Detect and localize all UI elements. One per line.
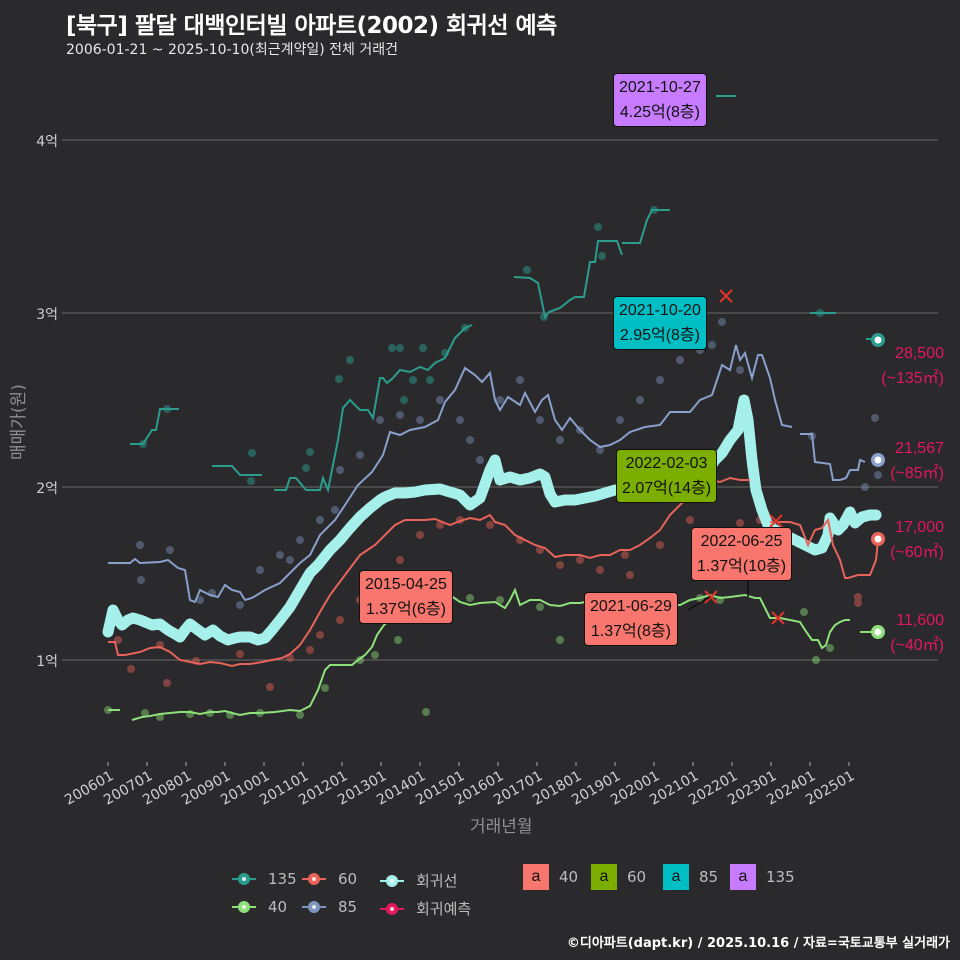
label-swatch-icon: a [663,864,689,890]
annotation-price: 2.07억(14층) [622,480,712,497]
line-135 [130,95,878,494]
annotation-40-2022: 2022-06-25 1.37억(10층) [691,527,793,581]
end-value: 28,500 [895,345,944,362]
forecast-markers [704,289,785,625]
legend-item-40: 40 [232,898,287,916]
line-60 [108,476,750,668]
legend-label: 135 [766,868,795,886]
annotation-date: 2022-02-03 [625,455,708,472]
y-tick-3: 3억 [36,307,58,323]
end-label-135: 28,500 (~135㎡) [874,341,944,391]
end-label-85: 21,567 (~85㎡) [874,436,944,486]
line-marker-icon [302,900,326,914]
annotation-price: 2.95억(8층) [619,327,700,344]
annotation-price: 1.37억(6층) [365,601,446,618]
label-swatch-icon: a [730,864,756,890]
end-value: 21,567 [895,440,944,457]
annotation-connectors [687,578,749,611]
legend-box-135: a 135 [730,864,795,890]
annotation-date: 2021-06-29 [590,598,672,615]
scatter-85 [136,318,882,609]
line-marker-icon [380,902,404,916]
label-swatch-icon: a [523,864,549,890]
annotation-40-2021: 2021-06-29 1.37억(8층) [584,592,678,646]
annotation-date: 2022-06-25 [700,533,783,550]
label-swatch-icon: a [591,864,617,890]
scatter-135 [139,206,824,485]
line-marker-icon [232,872,256,886]
legend-label: 60 [338,870,358,888]
legend-label: 85 [699,868,719,886]
footer-credit: ©디아파트(dapt.kr) / 2025.10.16 / 자료=국토교통부 실… [566,936,950,951]
end-label-40: 11,600 (~40㎡) [874,608,944,658]
legend-box-85: a 85 [663,864,718,890]
chart-title: [북구] 팔달 대백인터빌 아파트(2002) 회귀선 예측 [66,13,557,39]
end-size: (~135㎡) [881,370,944,387]
legend-item-regression: 회귀선 [380,870,457,891]
y-axis-label: 매매가(원) [9,384,29,460]
annotation-max-135: 2021-10-27 4.25억(8층) [613,73,707,127]
legend-label: 회귀선 [416,872,458,890]
annotation-date: 2021-10-27 [619,79,701,96]
annotation-max-85: 2021-10-20 2.95억(8층) [613,296,707,350]
legend-item-forecast: 회귀예측 [380,898,471,919]
scatter-40 [104,594,834,721]
chart-subtitle: 2006-01-21 ~ 2025-10-10(최근계약일) 전체 거래건 [66,42,398,58]
line-regression [102,394,882,646]
annotation-date: 2015-04-25 [365,576,447,593]
line-85-tail [800,433,866,481]
y-tick-1: 1억 [36,654,58,670]
line-marker-icon [380,874,404,888]
gridlines [62,139,938,661]
line-60-tail [770,517,879,579]
legend-box-40: a 40 [523,864,578,890]
legend-item-60: 60 [302,870,357,888]
legend-item-135: 135 [232,870,297,888]
legend-label: 85 [338,898,358,916]
line-40 [108,587,876,721]
end-size: (~85㎡) [890,465,944,482]
legend-label: 회귀예측 [416,900,472,918]
annotation-date: 2021-10-20 [619,302,701,319]
end-size: (~40㎡) [890,637,944,654]
end-markers [871,333,885,639]
line-85 [108,344,793,604]
annotation-40-2015: 2015-04-25 1.37억(6층) [359,570,453,624]
annotation-price: 1.37억(10층) [697,558,787,575]
end-label-60: 17,000 (~60㎡) [874,515,944,565]
legend-label: 60 [627,868,647,886]
annotation-max-60: 2022-02-03 2.07억(14층) [616,449,718,503]
end-value: 17,000 [895,519,944,536]
annotation-price: 4.25억(8층) [619,104,700,121]
line-marker-icon [302,872,326,886]
end-size: (~60㎡) [890,544,944,561]
y-tick-4: 4억 [36,134,58,150]
legend-label: 40 [268,898,288,916]
x-axis-label: 거래년월 [470,817,533,837]
legend-item-85: 85 [302,898,357,916]
line-marker-icon [232,900,256,914]
x-tick-marks [107,762,850,766]
legend-label: 135 [268,870,297,888]
legend-label: 40 [559,868,579,886]
legend-box-60: a 60 [591,864,646,890]
annotation-price: 1.37억(8층) [590,623,671,640]
y-tick-2: 2억 [36,481,58,497]
end-value: 11,600 [896,612,944,629]
